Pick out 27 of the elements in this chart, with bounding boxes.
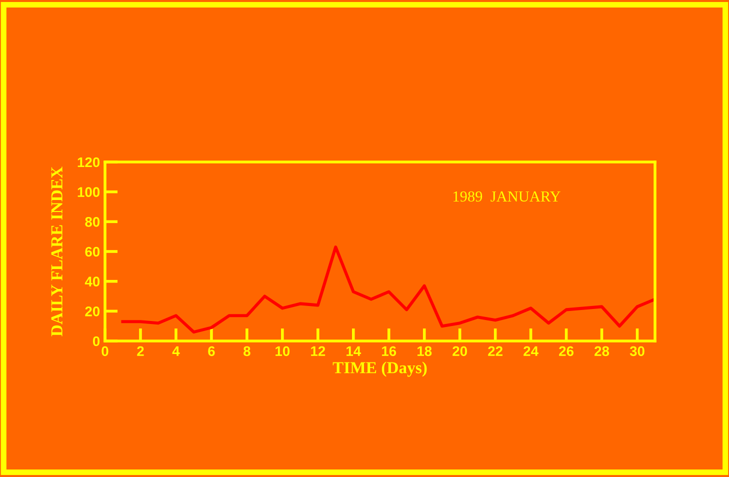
y-tick-label: 80 [85, 217, 100, 227]
x-tick-label: 4 [172, 346, 180, 356]
x-tick-label: 8 [244, 346, 250, 356]
y-tick-label: 20 [85, 306, 100, 316]
x-tick-label: 6 [208, 346, 215, 356]
annotation: 1989 JANUARY [454, 191, 560, 202]
x-tick-label: 0 [102, 346, 108, 356]
x-tick-label: 24 [524, 346, 538, 356]
x-tick-label: 26 [559, 346, 574, 356]
x-tick-label: 22 [488, 346, 502, 356]
x-tick-label: 16 [382, 346, 396, 356]
y-tick-label: 0 [92, 336, 100, 346]
x-axis-title: TIME (Days) [332, 362, 427, 377]
y-axis-title: DAILY FLARE INDEX [51, 166, 62, 336]
x-tick-label: 2 [137, 346, 144, 356]
line-series [121, 245, 655, 334]
x-tick-label: 10 [276, 346, 290, 356]
y-tick-label: 120 [78, 157, 100, 168]
x-tick-label: 28 [594, 346, 610, 356]
x-tick-label: 12 [311, 346, 326, 356]
x-tick-label: 30 [630, 346, 644, 356]
x-tick-label: 18 [418, 346, 432, 356]
y-tick-label: 40 [84, 276, 100, 287]
y-tick-label: 100 [78, 187, 100, 198]
x-tick-label: 20 [452, 346, 467, 356]
y-tick-label: 60 [85, 246, 100, 257]
x-tick-label: 14 [346, 346, 362, 356]
